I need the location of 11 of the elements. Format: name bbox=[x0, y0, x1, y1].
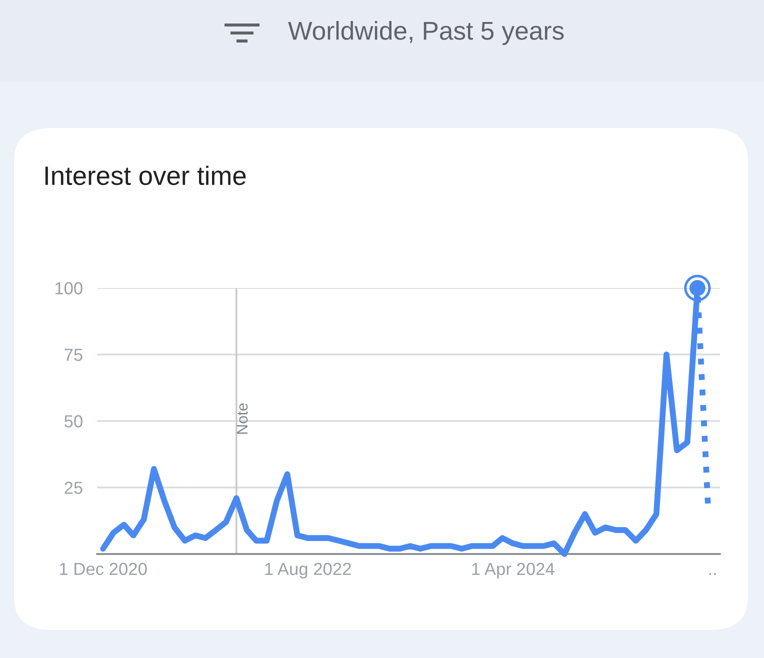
y-tick-label: 25 bbox=[64, 482, 82, 494]
y-tick-label: 50 bbox=[64, 415, 82, 428]
x-tick-label: 1 Dec 2020 bbox=[60, 562, 147, 576]
x-tick-label: 1 Apr 2024 bbox=[472, 562, 554, 579]
y-tick-label: 100 bbox=[55, 282, 82, 294]
x-tick-label: .. bbox=[709, 573, 716, 575]
chart-subtitle: Worldwide, Past 5 years bbox=[288, 21, 564, 45]
chart-title: Interest over time bbox=[45, 166, 246, 186]
ref-line-label: Note bbox=[236, 403, 248, 434]
x-tick-label: 1 Aug 2022 bbox=[265, 562, 351, 579]
y-tick-label: 75 bbox=[64, 348, 82, 361]
